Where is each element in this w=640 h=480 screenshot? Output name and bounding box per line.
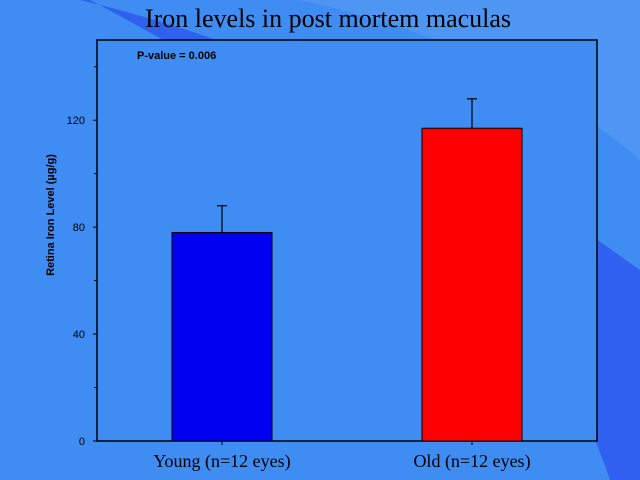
y-tick-label-3: 120 bbox=[67, 115, 85, 127]
p-value-annotation: P-value = 0.006 bbox=[137, 50, 216, 62]
y-tick-label-1: 40 bbox=[73, 329, 85, 341]
category-label-1: Old (n=12 eyes) bbox=[413, 451, 530, 472]
bar-0 bbox=[171, 231, 273, 442]
y-tick-label-2: 80 bbox=[73, 222, 85, 234]
category-label-0: Young (n=12 eyes) bbox=[153, 451, 290, 472]
y-axis-title: Retina Iron Level (µg/g) bbox=[45, 154, 57, 276]
y-tick-label-0: 0 bbox=[79, 436, 85, 448]
chart-title: Iron levels in post mortem maculas bbox=[144, 4, 512, 33]
bar-1 bbox=[421, 127, 523, 442]
